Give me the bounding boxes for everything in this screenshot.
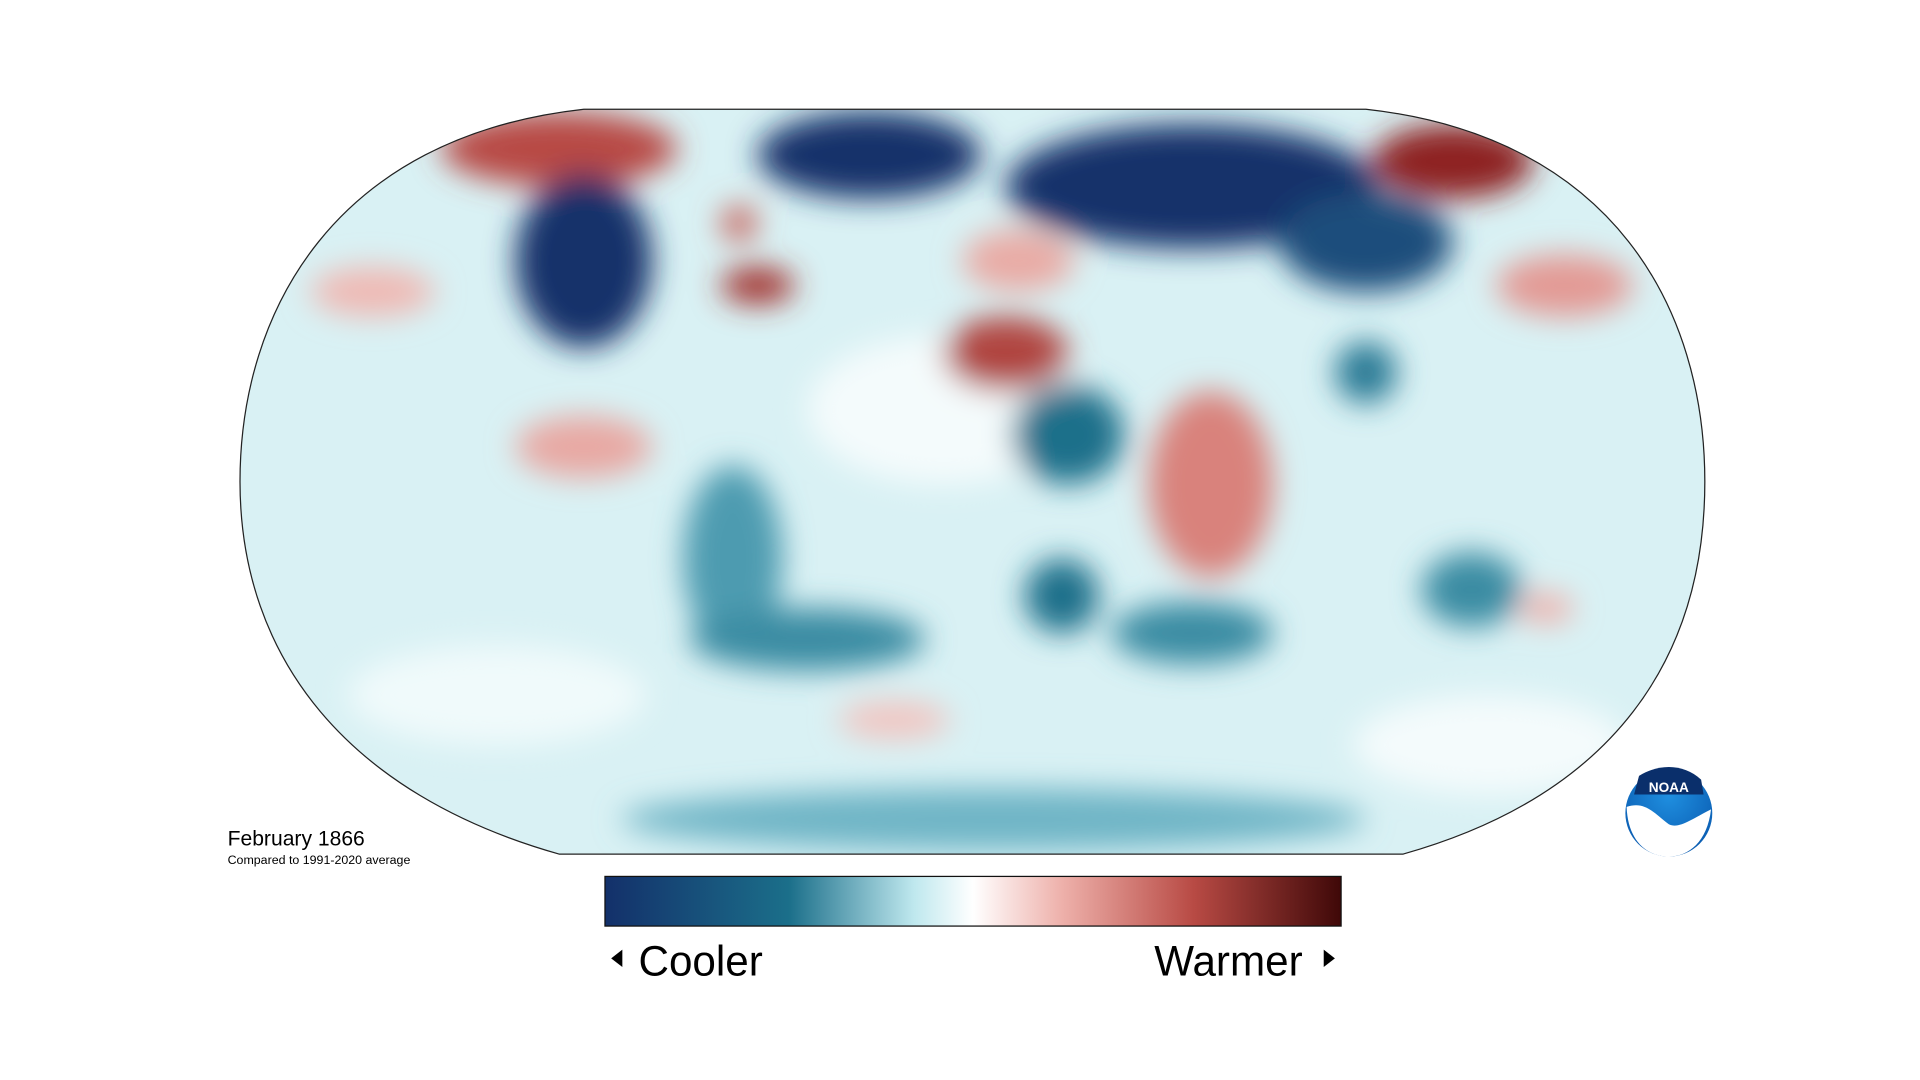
anomaly-patches (310, 111, 1633, 851)
color-bar (604, 875, 1342, 927)
cooler-arrow (611, 949, 623, 968)
noaa-logo: NOAA (1625, 766, 1713, 857)
warmer-arrow (1323, 949, 1335, 968)
anomaly-field (240, 109, 1705, 855)
cooler-label: Cooler (638, 938, 762, 985)
warmer-label: Warmer (1154, 938, 1302, 985)
logo-band (1634, 766, 1704, 795)
logo-wave (1626, 805, 1712, 857)
logo-text: NOAA (1649, 780, 1689, 795)
map-outline (239, 108, 1706, 855)
map-title: February 1866 (228, 827, 365, 850)
map-subtitle: Compared to 1991-2020 average (228, 853, 411, 867)
